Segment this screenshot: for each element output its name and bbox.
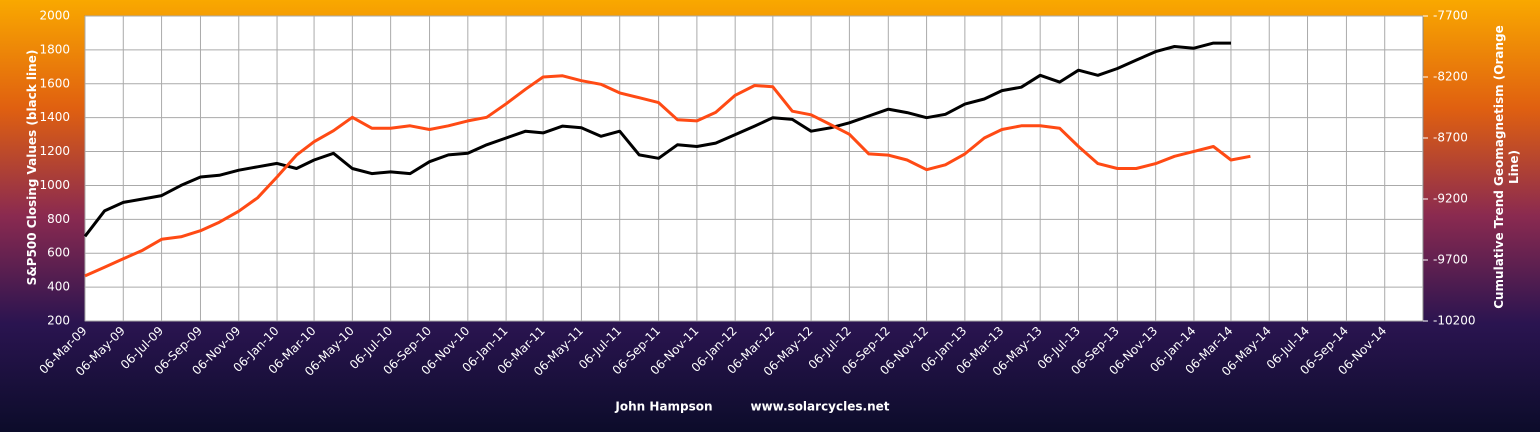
y-tick-label: 1200 [39, 144, 70, 158]
y-axis-label: S&P500 Closing Values (black line) [25, 49, 39, 286]
y-tick-label: 600 [47, 246, 70, 260]
series-line [83, 41, 1231, 238]
y2-tick-label: -10200 [1433, 314, 1476, 328]
y-tick-label: 1600 [39, 76, 70, 90]
y2-axis-label: Cumulative Trend Geomagnetism (Orange Li… [1492, 25, 1521, 309]
y2-tick-label: -9700 [1433, 253, 1468, 267]
y2-tick-label: -9200 [1433, 192, 1468, 206]
grid [84, 15, 1423, 322]
plot-area [84, 15, 1424, 322]
y-tick-label: 200 [47, 314, 70, 328]
y2-tick-label: -8200 [1433, 70, 1468, 84]
y2-tick-label: -8700 [1433, 131, 1468, 145]
lines [83, 41, 1251, 278]
y2-tick-label: -7700 [1433, 9, 1468, 23]
y-tick-label: 1800 [39, 42, 70, 56]
y-tick-label: 1400 [39, 110, 70, 124]
series-line [84, 74, 1251, 278]
author: John Hampson [614, 400, 712, 414]
y-tick-label: 800 [47, 212, 70, 226]
y-tick-label: 400 [47, 280, 70, 294]
y-tick-label: 2000 [39, 9, 70, 23]
website: www.solarcycles.net [751, 400, 890, 414]
y-tick-label: 1000 [39, 178, 70, 192]
